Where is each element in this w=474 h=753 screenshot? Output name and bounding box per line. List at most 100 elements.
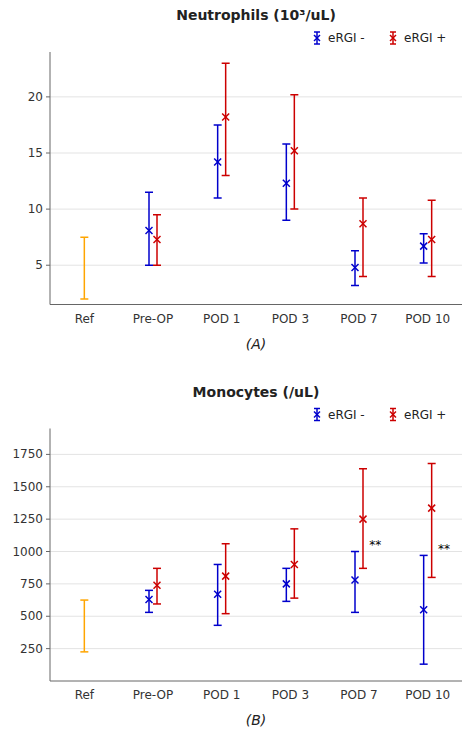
- tick-label: POD 1: [203, 688, 240, 702]
- chart: Neutrophils (10³/uL)5101520RefPre-OPPOD …: [28, 7, 462, 352]
- tick-label: 5: [35, 258, 43, 272]
- error-bar: [428, 200, 436, 276]
- error-line: [354, 552, 356, 613]
- tick-label: POD 3: [272, 688, 309, 702]
- x-axis: RefPre-OPPOD 1POD 3POD 7POD 10(B): [50, 681, 462, 728]
- y-axis-line: [50, 52, 51, 305]
- grid-line: [50, 153, 462, 154]
- grid-line: [50, 648, 462, 649]
- legend-symbol: [314, 420, 320, 422]
- marker: [283, 180, 290, 187]
- marker: [420, 243, 427, 250]
- error-line: [148, 192, 150, 265]
- tick-label: 1750: [12, 447, 43, 461]
- marker: [291, 561, 298, 568]
- tick-mark: [46, 209, 50, 210]
- legend-label: eRGI -: [328, 408, 365, 422]
- grid-line: [50, 486, 462, 487]
- marker: [428, 236, 435, 243]
- marker: [291, 147, 298, 154]
- tick-label: POD 7: [340, 312, 377, 326]
- tick-mark: [46, 551, 50, 552]
- tick-label: 20: [28, 90, 43, 104]
- marker: [420, 243, 427, 250]
- y-axis-line: [50, 429, 51, 682]
- error-cap: [145, 192, 153, 194]
- marker: [360, 516, 367, 523]
- legend-symbol: [314, 35, 320, 41]
- legend-item: eRGI -: [314, 31, 365, 45]
- marker: [154, 236, 161, 243]
- marker: [154, 582, 161, 589]
- error-cap: [153, 568, 161, 570]
- grid-line: [50, 519, 462, 520]
- error-cap: [290, 528, 298, 530]
- grid-line: [50, 265, 462, 266]
- legend-symbol: [314, 408, 320, 410]
- axis-label: (A): [246, 336, 267, 352]
- tick-mark: [46, 616, 50, 617]
- legend-symbol: [390, 31, 396, 33]
- annotation: **: [438, 542, 450, 556]
- error-cap: [359, 276, 367, 278]
- error-cap: [290, 94, 298, 96]
- chart: Monocytes (/uL)2505007501000125015001750…: [12, 384, 462, 729]
- error-cap: [282, 568, 290, 570]
- x-axis-line: [50, 681, 462, 682]
- error-cap: [80, 651, 88, 653]
- error-cap: [282, 220, 290, 222]
- error-cap: [80, 236, 88, 238]
- error-line: [423, 234, 425, 263]
- marker: [214, 158, 221, 165]
- legend-symbol: [390, 35, 396, 41]
- error-bar: [145, 590, 153, 612]
- error-cap: [420, 262, 428, 264]
- legend-item: eRGI +: [390, 408, 446, 422]
- error-line: [225, 544, 227, 614]
- error-bar: [80, 600, 88, 652]
- tick-mark: [46, 265, 50, 266]
- error-bar: [420, 555, 428, 664]
- error-bar: [351, 552, 359, 613]
- error-cap: [222, 175, 230, 177]
- marker: [428, 236, 435, 243]
- tick-label: POD 1: [203, 312, 240, 326]
- error-bar: [222, 544, 230, 614]
- marker: [291, 561, 298, 568]
- error-cap: [222, 543, 230, 545]
- error-line: [148, 590, 150, 612]
- error-bar: [282, 144, 290, 220]
- legend-item: eRGI -: [314, 408, 365, 422]
- legend-symbol: [390, 412, 396, 418]
- plot-area: [80, 463, 435, 664]
- tick-label: 1000: [12, 545, 43, 559]
- tick-label: Pre-OP: [133, 688, 173, 702]
- marker: [146, 227, 153, 234]
- error-bar: [222, 63, 230, 175]
- grid-line: [50, 583, 462, 584]
- legend-symbol: [390, 408, 396, 410]
- error-cap: [351, 612, 359, 614]
- error-line: [225, 63, 227, 175]
- legend-symbol: [390, 35, 396, 41]
- marker: [283, 580, 290, 587]
- title: Monocytes (/uL): [193, 384, 320, 400]
- error-cap: [359, 197, 367, 199]
- error-cap: [145, 590, 153, 592]
- error-cap: [153, 264, 161, 266]
- legend-label: eRGI +: [404, 31, 446, 45]
- tick-mark: [46, 96, 50, 97]
- tick-mark: [46, 153, 50, 154]
- error-cap: [290, 208, 298, 210]
- legend-item: eRGI +: [390, 31, 446, 45]
- error-cap: [420, 233, 428, 235]
- error-bar: [282, 568, 290, 601]
- error-cap: [282, 143, 290, 145]
- marker: [283, 180, 290, 187]
- marker: [352, 264, 359, 271]
- tick-label: 10: [28, 202, 43, 216]
- error-cap: [359, 468, 367, 470]
- error-line: [431, 463, 433, 577]
- marker: [283, 580, 290, 587]
- marker: [291, 147, 298, 154]
